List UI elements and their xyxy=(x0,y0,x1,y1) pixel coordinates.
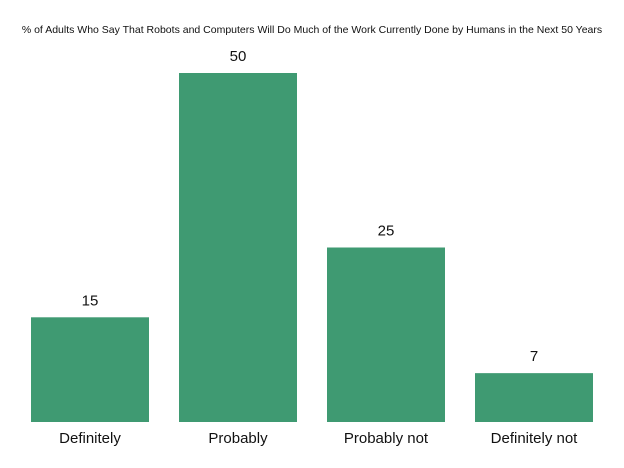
chart-title: % of Adults Who Say That Robots and Comp… xyxy=(22,24,602,36)
value-label: 25 xyxy=(378,222,395,239)
x-tick-label: Definitely not xyxy=(491,430,579,447)
value-label: 15 xyxy=(82,292,99,309)
bar xyxy=(31,317,149,422)
bar xyxy=(327,247,445,422)
value-label: 7 xyxy=(530,348,538,365)
x-tick-label: Probably not xyxy=(344,430,429,447)
x-tick-label: Definitely xyxy=(59,430,121,447)
bar xyxy=(179,73,297,422)
value-label: 50 xyxy=(230,48,247,65)
x-tick-label: Probably xyxy=(208,430,268,447)
bar xyxy=(475,373,593,422)
